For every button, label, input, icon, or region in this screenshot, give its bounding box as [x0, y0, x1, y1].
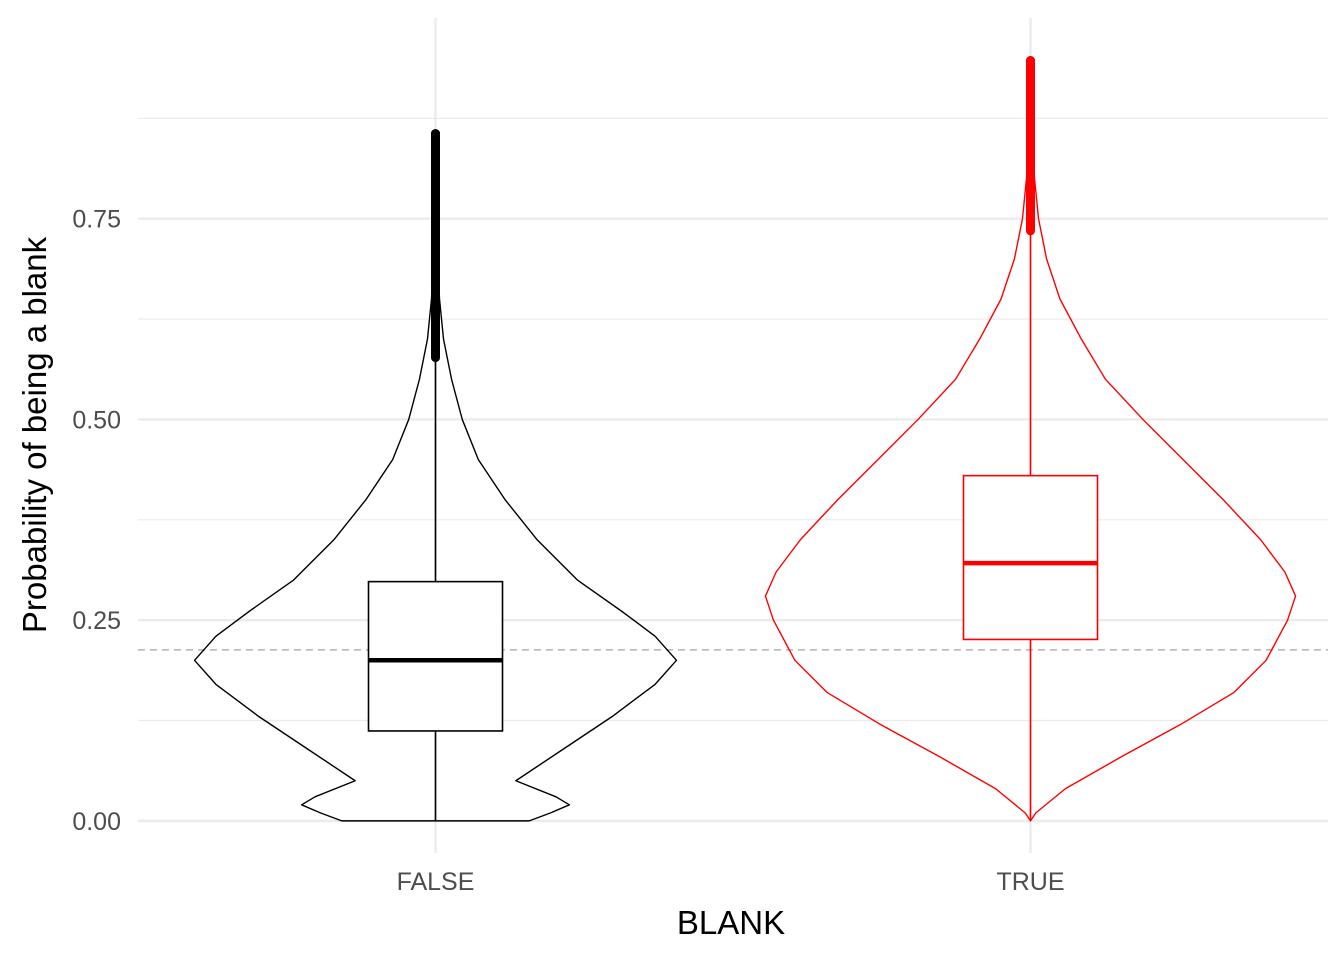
violins: [193, 56, 1297, 822]
box-TRUE: [962, 474, 1099, 641]
grid-lines: [138, 18, 1328, 853]
x-tick-label-FALSE: FALSE: [397, 868, 475, 896]
y-tick-label: 0.25: [72, 607, 121, 635]
y-axis-title: Probability of being a blank: [16, 236, 53, 633]
x-tick-label-TRUE: TRUE: [996, 868, 1064, 896]
y-tick-label: 0.00: [72, 808, 121, 836]
outlier-max-TRUE: [1026, 56, 1035, 66]
axes: 0.00 0.25 0.50 0.75 FALSE TRUE: [72, 206, 1064, 896]
box-FALSE: [367, 580, 504, 732]
outlier-max-FALSE: [431, 129, 440, 139]
violin-group-TRUE: [764, 56, 1297, 822]
x-axis-title: BLANK: [677, 904, 785, 941]
y-tick-label: 0.75: [72, 206, 121, 234]
violin-group-FALSE: [193, 129, 678, 822]
y-tick-label: 0.50: [72, 406, 121, 434]
